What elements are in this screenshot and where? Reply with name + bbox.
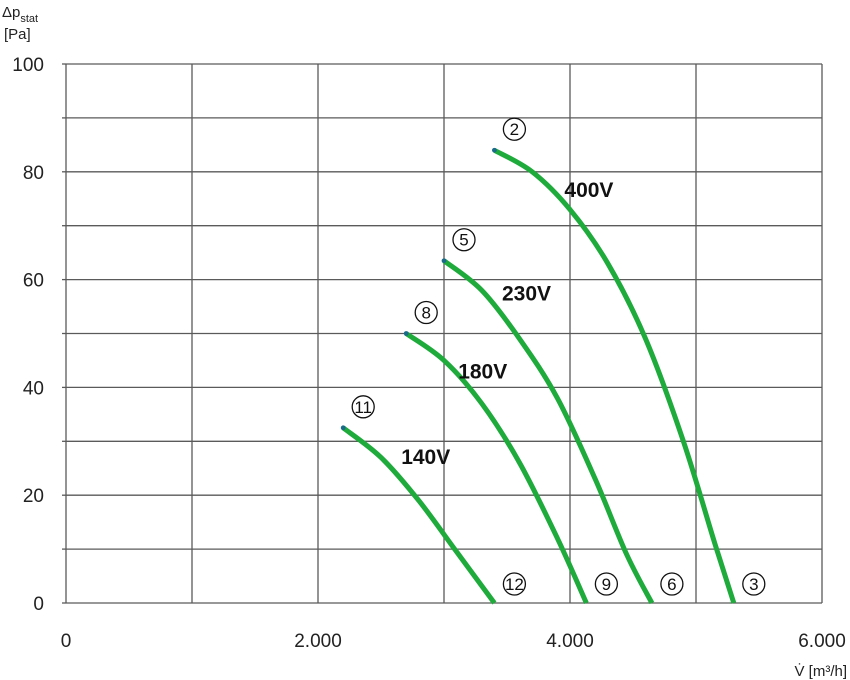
end-marker-label: 9	[602, 575, 611, 594]
y-axis-title-sub: stat	[20, 13, 38, 25]
series-start-point	[441, 258, 447, 264]
x-tick-label: 2.000	[294, 631, 342, 652]
series-line-400V	[493, 148, 737, 604]
series-line-180V	[404, 331, 589, 605]
x-tick-label: 4.000	[546, 631, 594, 652]
x-axis-title: V̇ [m³/h]	[794, 663, 847, 680]
start-marker-circle	[414, 300, 438, 325]
y-tick-label: 20	[23, 486, 44, 507]
start-marker-label: 2	[510, 120, 519, 139]
end-marker-circle	[502, 572, 527, 596]
y-axis-title: Δpstat	[2, 4, 38, 25]
series-layer	[340, 147, 737, 605]
start-marker-label: 5	[459, 231, 468, 250]
series-start-point	[492, 147, 497, 153]
grid-layer	[65, 63, 823, 604]
end-marker-label: 3	[749, 575, 758, 594]
start-marker-label: 8	[421, 304, 430, 323]
start-marker-circle	[351, 395, 375, 419]
end-marker-circle	[742, 572, 766, 596]
y-axis-title-main: Δp	[2, 4, 20, 21]
series-name-label: 140V	[401, 446, 450, 469]
y-tick-label: 0	[33, 594, 44, 615]
y-tick-label: 100	[12, 55, 44, 76]
end-marker-label: 12	[505, 575, 524, 594]
series-name-label: 400V	[564, 179, 613, 202]
x-tick-label: 6.000	[798, 631, 846, 652]
y-tick-label: 40	[23, 378, 44, 399]
series-start-point	[403, 331, 409, 336]
end-marker-circle	[594, 572, 619, 596]
start-marker-circle	[452, 228, 476, 252]
start-marker-circle	[502, 117, 527, 141]
label-layer: 2 3 400V 5 6 230V 8 9 180V 11 12 140V	[351, 117, 766, 596]
y-tick-label: 80	[23, 163, 44, 184]
end-marker-circle	[660, 572, 684, 596]
y-tick-label: 60	[23, 271, 44, 292]
end-marker-label: 6	[667, 575, 676, 594]
series-line-230V	[442, 258, 655, 605]
axis-layer: 0 20 40 60 80 100 0 2.000 4.000 6.000 Δpstat[Pa] V̇…	[2, 4, 847, 680]
x-tick-label: 0	[61, 631, 72, 652]
y-axis-unit: [Pa]	[4, 26, 31, 43]
series-name-label: 180V	[458, 361, 507, 384]
series-line-140V	[341, 425, 497, 605]
series-start-point	[340, 425, 346, 431]
start-marker-label: 11	[354, 398, 372, 417]
series-name-label: 230V	[502, 283, 551, 306]
